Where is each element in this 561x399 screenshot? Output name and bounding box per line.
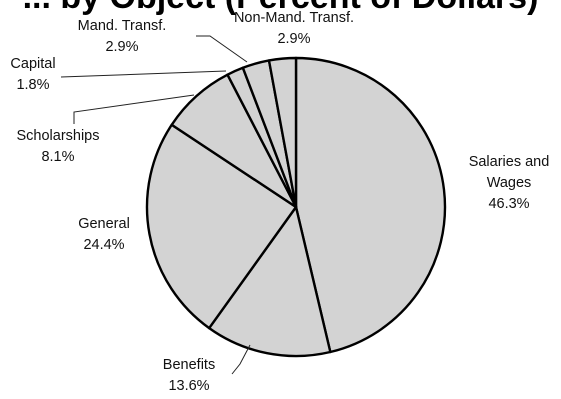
leader-line-4 <box>61 71 226 77</box>
slice-name-label-2: General <box>78 216 130 232</box>
slice-value-label-1: 13.6% <box>168 378 209 394</box>
slice-name-label-5: Mand. Transf. <box>78 18 167 34</box>
slice-value-label-3: 8.1% <box>41 149 74 165</box>
slice-name-label-1: Benefits <box>163 357 215 373</box>
slice-name-label-6: Non-Mand. Transf. <box>234 10 354 26</box>
slice-value-label-0: 46.3% <box>488 196 529 212</box>
slice-value-label-5: 2.9% <box>105 39 138 55</box>
slice-name-label-0: Salaries and <box>469 154 550 170</box>
leader-line-5 <box>196 36 247 62</box>
pie-slices <box>147 58 445 356</box>
leader-line-1 <box>232 345 250 374</box>
slice-value-label-6: 2.9% <box>277 31 310 47</box>
slice-name-label-0: Wages <box>487 175 532 191</box>
slice-value-label-2: 24.4% <box>83 237 124 253</box>
slice-name-label-4: Capital <box>10 56 55 72</box>
slice-value-label-4: 1.8% <box>16 77 49 93</box>
slice-name-label-3: Scholarships <box>16 128 99 144</box>
